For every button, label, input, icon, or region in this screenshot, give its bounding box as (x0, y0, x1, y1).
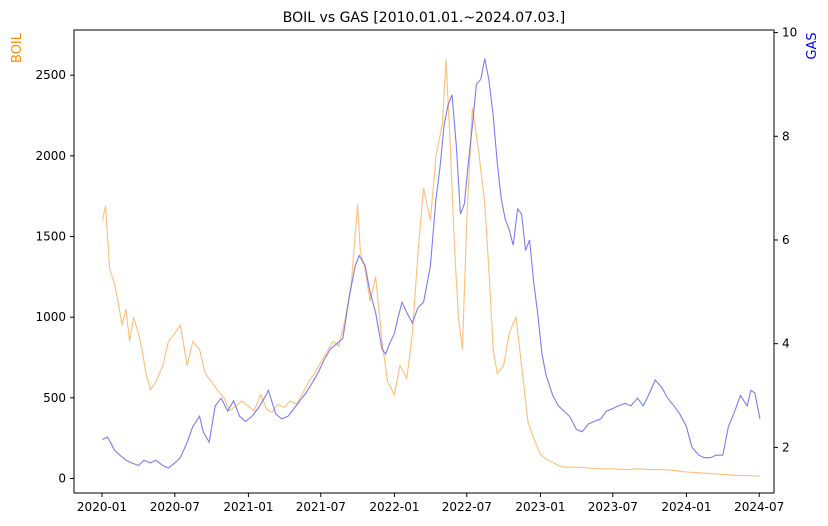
x-tick-label: 2022-01 (369, 500, 419, 514)
y-axis-right: 2 4 6 8 10 (774, 26, 797, 454)
x-tick-label: 2022-07 (442, 500, 492, 514)
x-tick-label: 2021-01 (223, 500, 273, 514)
y-left-tick-label: 2000 (35, 149, 66, 163)
x-tick-label: 2020-01 (77, 500, 127, 514)
x-tick-label: 2024-01 (661, 500, 711, 514)
series-line-gas (102, 58, 761, 469)
y-left-tick-label: 2500 (35, 68, 66, 82)
x-tick-label: 2023-07 (588, 500, 638, 514)
y-left-tick-label: 1000 (35, 310, 66, 324)
x-tick-label: 2024-07 (734, 500, 784, 514)
y-right-tick-label: 8 (782, 129, 790, 143)
x-axis: 2020-01 2020-07 2021-01 2021-07 2022-01 2022-… (77, 493, 784, 514)
x-tick-label: 2021-07 (296, 500, 346, 514)
y-right-tick-label: 10 (782, 26, 797, 40)
plot-frame (73, 29, 775, 494)
y-axis-right-label: GAS (805, 32, 820, 59)
y-right-tick-label: 4 (782, 337, 790, 351)
x-tick-label: 2023-01 (515, 500, 565, 514)
y-left-tick-label: 500 (43, 391, 66, 405)
y-right-tick-label: 2 (782, 440, 790, 454)
series-line-boil (101, 58, 761, 477)
y-axis-left: 0 500 1000 1500 2000 2500 (35, 68, 74, 485)
y-axis-left-label: BOIL (10, 32, 25, 63)
x-tick-label: 2020-07 (150, 500, 200, 514)
y-right-tick-label: 6 (782, 233, 790, 247)
chart-title: BOIL vs GAS [2010.01.01.~2024.07.03.] (283, 10, 565, 26)
y-left-tick-label: 0 (58, 471, 66, 485)
series-lines (101, 58, 761, 477)
y-left-tick-label: 1500 (35, 229, 66, 243)
